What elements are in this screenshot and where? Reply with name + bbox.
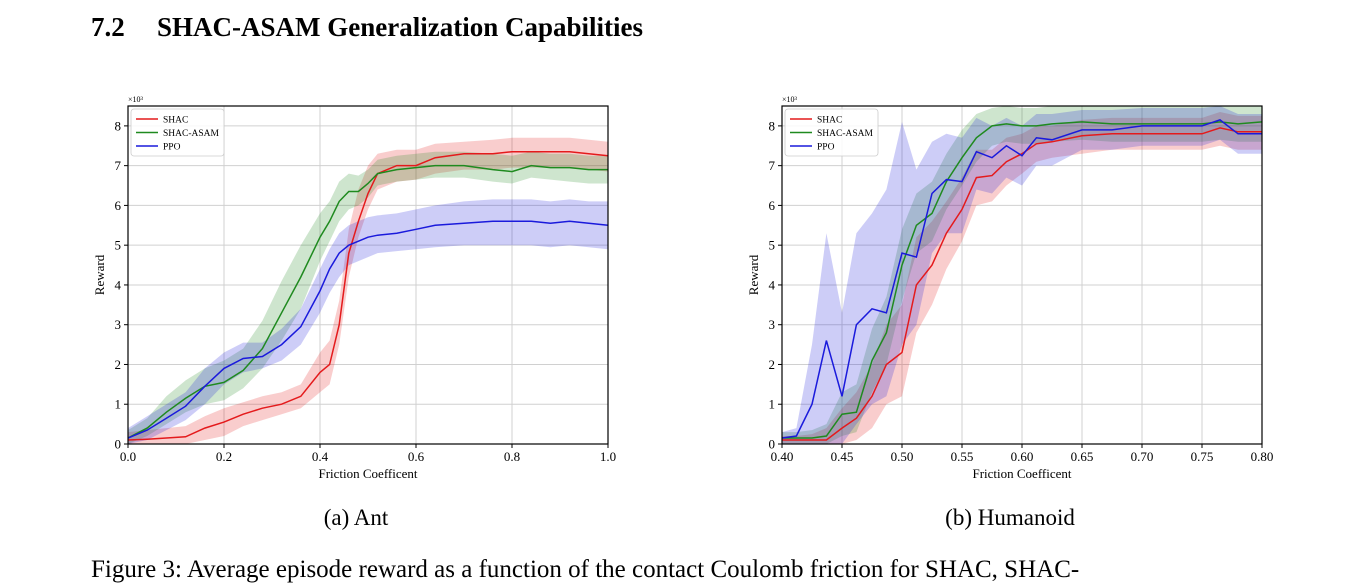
y-tick-label: 3 (115, 317, 122, 332)
subcaption-humanoid: (b) Humanoid (945, 505, 1075, 530)
x-tick-label: 0.45 (831, 449, 854, 464)
x-tick-label: 0.60 (1011, 449, 1034, 464)
x-tick-label: 0.40 (771, 449, 794, 464)
band-ppo (782, 106, 1262, 444)
plot-area (128, 137, 608, 444)
x-tick-label: 0.2 (216, 449, 232, 464)
y-tick-label: 0 (115, 437, 122, 452)
legend-label-shac-asam: SHAC-ASAM (163, 129, 220, 139)
legend-label-shac: SHAC (817, 116, 842, 126)
line-ppo (128, 220, 608, 439)
x-tick-label: 1.0 (600, 449, 616, 464)
x-tick-label: 0.8 (504, 449, 520, 464)
y-tick-label: 1 (769, 397, 776, 412)
chart-ant: 0.0 0.2 0.4 0.6 0.8 1.0 0 1 2 3 4 5 6 7 8 ×10³ Friction … (92, 95, 616, 481)
band-shac-asam (128, 151, 608, 444)
chart-humanoid: 0.40 0.45 0.50 0.55 0.60 0.65 0.70 0.75 0.80 0 1 2 3… (746, 95, 1274, 481)
subcaption-ant: (a) Ant (323, 505, 389, 530)
x-tick-label: 0.55 (951, 449, 974, 464)
y-multiplier: ×10³ (128, 95, 144, 104)
legend-box (784, 108, 879, 157)
x-tick-label: 0.50 (891, 449, 914, 464)
y-tick-label: 6 (115, 198, 122, 213)
figure-caption: Figure 3: Average episode reward as a fu… (91, 556, 1080, 583)
section-title: SHAC-ASAM Generalization Capabilities (157, 12, 643, 42)
legend-label-ppo: PPO (817, 143, 835, 153)
line-ppo (782, 119, 1262, 439)
y-axis-label: Reward (746, 254, 761, 295)
legend-label-shac: SHAC (163, 116, 188, 126)
line-shac-asam (128, 164, 608, 439)
legend-label-ppo: PPO (163, 143, 181, 153)
x-tick-label: 0.6 (408, 449, 425, 464)
x-tick-label: 0.65 (1071, 449, 1094, 464)
y-tick-label: 8 (115, 118, 122, 133)
y-tick-label: 4 (115, 277, 122, 292)
y-tick-label: 5 (769, 238, 776, 253)
y-tick-label: 7 (769, 158, 776, 173)
x-tick-label: 0.70 (1131, 449, 1154, 464)
y-tick-label: 7 (115, 158, 122, 173)
legend-box (130, 108, 225, 157)
y-tick-label: 4 (769, 277, 776, 292)
y-tick-label: 2 (769, 357, 776, 372)
x-axis-label: Friction Coefficent (318, 466, 417, 481)
band-shac (782, 112, 1262, 444)
line-shac (128, 150, 608, 441)
y-tick-label: 3 (769, 317, 776, 332)
legend: SHAC SHAC-ASAM PPO (784, 108, 879, 157)
plot-area (782, 106, 1262, 444)
y-axis-label: Reward (92, 254, 107, 295)
y-multiplier: ×10³ (782, 95, 798, 104)
band-ppo (128, 199, 608, 444)
x-tick-label: 0.0 (120, 449, 136, 464)
line-shac-asam (782, 121, 1262, 439)
y-tick-label: 2 (115, 357, 122, 372)
band-shac (128, 137, 608, 444)
y-tick-label: 0 (769, 437, 776, 452)
band-shac-asam (782, 106, 1262, 444)
x-tick-label: 0.4 (312, 449, 329, 464)
y-tick-label: 8 (769, 118, 776, 133)
section-heading: 7.2 SHAC-ASAM Generalization Capabilities (91, 12, 643, 43)
legend: SHAC SHAC-ASAM PPO (130, 108, 225, 157)
section-number: 7.2 (91, 12, 125, 42)
y-tick-label: 1 (115, 397, 122, 412)
y-tick-label: 6 (769, 198, 776, 213)
x-tick-label: 0.75 (1191, 449, 1214, 464)
x-axis-label: Friction Coefficent (972, 466, 1071, 481)
axes-frame (127, 105, 609, 445)
y-tick-label: 5 (115, 238, 122, 253)
legend-label-shac-asam: SHAC-ASAM (817, 129, 874, 139)
line-shac (782, 127, 1262, 441)
x-tick-label: 0.80 (1251, 449, 1274, 464)
